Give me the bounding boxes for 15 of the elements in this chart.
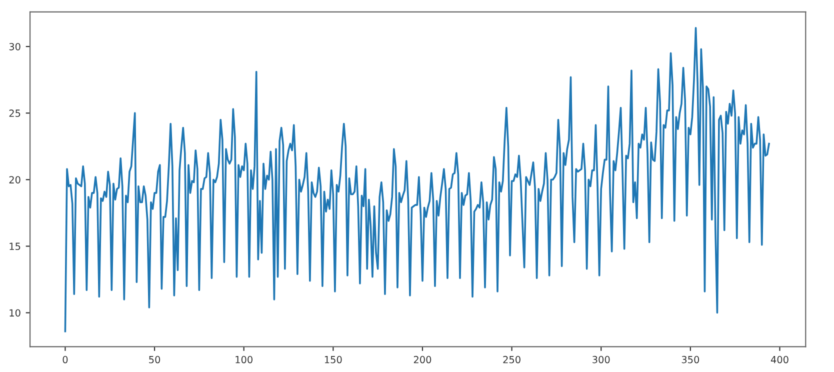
x-tick-label: 0 [62, 356, 68, 364]
x-tick-label: 100 [236, 356, 252, 364]
y-tick-label: 20 [9, 176, 20, 184]
x-tick-label: 150 [324, 356, 342, 364]
y-tick-label: 15 [10, 242, 20, 250]
y-tick-label: 30 [9, 42, 20, 50]
x-tick-label: 250 [503, 356, 520, 364]
y-tick-label: 10 [10, 309, 20, 317]
x-tick-label: 350 [682, 356, 700, 364]
x-tick-label: 400 [770, 356, 788, 364]
x-tick-label: 50 [149, 356, 160, 364]
y-tick-label: 25 [9, 110, 20, 117]
x-tick-label: 200 [414, 356, 432, 364]
x-tick-label: 300 [592, 356, 610, 364]
line-series [64, 26, 770, 332]
